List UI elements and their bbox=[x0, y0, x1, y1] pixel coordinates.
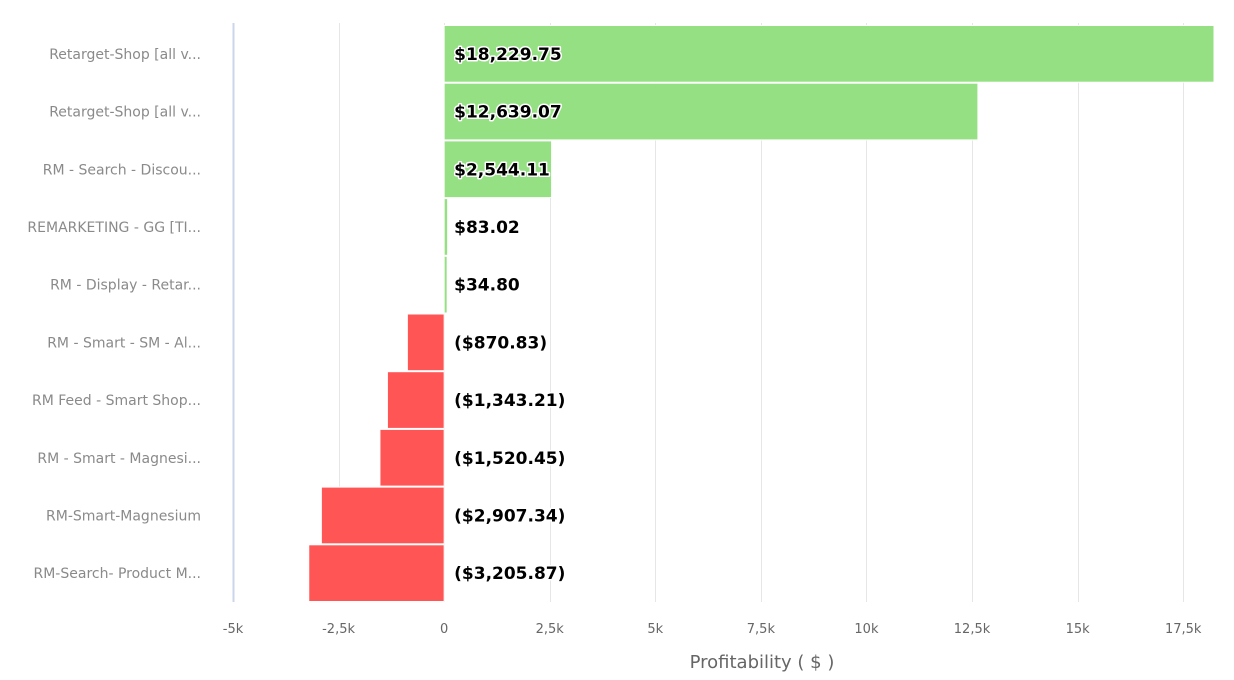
bar bbox=[443, 255, 448, 314]
x-tick-labels: -5k -2,5k 0 2,5k 5k 7,5k 10k 12,5k 15k 17,5k bbox=[223, 622, 1202, 637]
bar bbox=[406, 313, 445, 372]
x-tick-label: -5k bbox=[223, 622, 244, 637]
data-label: ($1,520.45) bbox=[454, 449, 565, 469]
category-label: Retarget-Shop [all v... bbox=[49, 105, 201, 121]
x-tick-label: 0 bbox=[440, 622, 448, 637]
data-labels: $18,229.75 $12,639.07 $2,544.11 $83.02 $34.8… bbox=[453, 43, 567, 585]
x-tick-label: 2,5k bbox=[536, 622, 565, 637]
bar bbox=[443, 140, 553, 199]
data-label: ($1,343.21) bbox=[454, 391, 565, 411]
category-label: Retarget-Shop [all v... bbox=[49, 47, 201, 63]
bar bbox=[379, 428, 445, 487]
category-label: RM Feed - Smart Shop... bbox=[32, 393, 201, 409]
bars bbox=[308, 25, 1215, 602]
x-tick-label: -2,5k bbox=[322, 622, 355, 637]
category-label: RM - Search - Discou... bbox=[43, 162, 201, 178]
bar bbox=[443, 198, 449, 256]
data-label: $18,229.75 bbox=[454, 45, 562, 65]
data-label: ($3,205.87) bbox=[454, 564, 565, 584]
category-labels: Retarget-Shop [all v... Retarget-Shop [al… bbox=[27, 47, 201, 582]
x-tick-label: 15k bbox=[1066, 622, 1091, 637]
data-label: $34.80 bbox=[454, 276, 520, 296]
category-label: RM - Smart - SM - Al... bbox=[47, 335, 201, 351]
data-label: ($870.83) bbox=[454, 333, 547, 353]
x-tick-label: 12,5k bbox=[954, 622, 991, 637]
bar bbox=[443, 25, 1215, 83]
bar bbox=[443, 82, 979, 141]
data-label: $83.02 bbox=[454, 218, 520, 238]
x-tick-label: 7,5k bbox=[747, 622, 776, 637]
x-axis-title: Profitability ( $ ) bbox=[690, 652, 835, 673]
data-label: ($2,907.34) bbox=[454, 506, 565, 526]
x-tick-label: 17,5k bbox=[1165, 622, 1202, 637]
x-tick-label: 5k bbox=[647, 622, 663, 637]
category-label: RM - Display - Retar... bbox=[50, 278, 201, 294]
bar bbox=[320, 486, 445, 545]
bar bbox=[386, 371, 445, 429]
x-tick-label: 10k bbox=[854, 622, 879, 637]
category-label: REMARKETING - GG [TI... bbox=[27, 220, 201, 236]
category-label: RM - Smart - Magnesi... bbox=[37, 451, 201, 467]
data-label: $2,544.11 bbox=[454, 160, 550, 180]
category-label: RM-Search- Product M... bbox=[34, 566, 202, 582]
category-label: RM-Smart-Magnesium bbox=[46, 508, 201, 524]
data-label: $12,639.07 bbox=[454, 103, 562, 123]
bar bbox=[308, 544, 445, 602]
